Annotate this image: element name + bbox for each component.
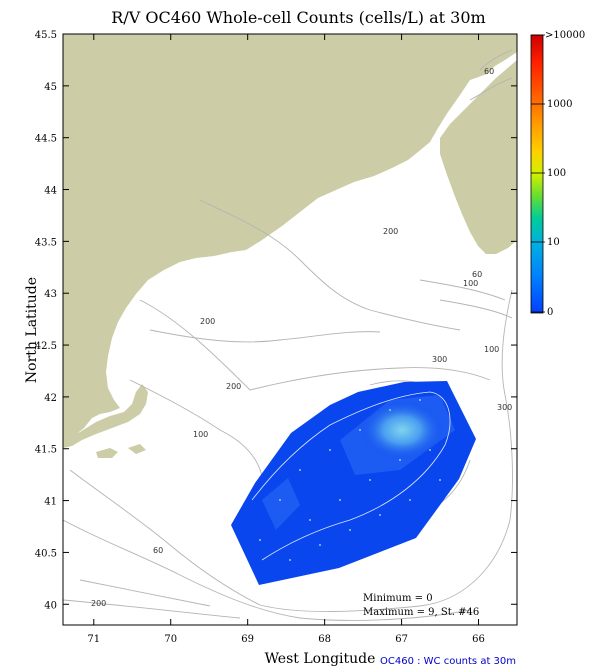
x-tick-label: 71 xyxy=(87,634,100,645)
colorbar-label: 1000 xyxy=(547,99,572,110)
depth-label: 200 xyxy=(383,227,398,236)
x-tick-label: 68 xyxy=(318,634,331,645)
colorbar-label: 100 xyxy=(547,168,566,179)
colorbar-label: >10000 xyxy=(545,30,585,41)
x-tick-label: 69 xyxy=(241,634,254,645)
depth-label: 200 xyxy=(91,599,106,608)
land-islands xyxy=(96,444,146,458)
depth-label: 60 xyxy=(472,270,482,279)
x-axis-label: West Longitude xyxy=(264,651,376,667)
y-axis-label: North Latitude xyxy=(24,276,40,384)
colorbar-label: 0 xyxy=(547,307,553,318)
figure-caption: OC460 : WC counts at 30m xyxy=(380,656,517,667)
y-tick-label: 41.5 xyxy=(35,445,57,456)
survey-low-patch xyxy=(262,478,300,530)
depth-label: 60 xyxy=(484,67,494,76)
depth-label: 60 xyxy=(153,546,163,555)
y-tick-label: 42 xyxy=(44,393,57,404)
y-tick-label: 42.5 xyxy=(35,341,57,352)
depth-label: 300 xyxy=(432,355,447,364)
x-tick-label: 66 xyxy=(472,634,485,645)
depth-contours xyxy=(63,49,513,621)
y-tick-label: 41 xyxy=(44,497,57,508)
map-title: R/V OC460 Whole-cell Counts (cells/L) at… xyxy=(111,8,486,27)
y-axis-ticks: 45.5 45 44.5 44 43.5 43 42.5 42 41.5 41 40.5 40 xyxy=(35,30,517,611)
land-nova-scotia xyxy=(440,60,517,254)
minimum-stat: Minimum = 0 xyxy=(363,593,433,604)
y-tick-label: 44.5 xyxy=(35,134,57,145)
x-tick-label: 70 xyxy=(164,634,177,645)
depth-label: 200 xyxy=(226,382,241,391)
plot-frame xyxy=(62,33,518,626)
maximum-stat: Maximum = 9, St. #46 xyxy=(363,607,480,618)
y-tick-label: 43 xyxy=(44,289,57,300)
x-axis-ticks: 71 70 69 68 67 66 xyxy=(87,34,485,645)
depth-label: 100 xyxy=(484,345,499,354)
depth-label: 200 xyxy=(200,317,215,326)
bank-contour xyxy=(251,391,451,561)
depth-label: 100 xyxy=(463,279,478,288)
depth-label-group: 60 60 200 200 200 300 100 300 100 100 60… xyxy=(91,67,512,608)
survey-max-patch xyxy=(360,400,444,460)
depth-label: 100 xyxy=(193,430,208,439)
y-tick-label: 40 xyxy=(44,600,57,611)
station-markers xyxy=(259,399,441,561)
y-tick-label: 44 xyxy=(44,186,57,197)
land-mainland xyxy=(63,34,517,440)
land-cape-cod xyxy=(63,384,148,448)
y-tick-label: 45 xyxy=(44,82,57,93)
colorbar-label: 10 xyxy=(547,237,560,248)
y-tick-label: 43.5 xyxy=(35,237,57,248)
depth-label: 300 xyxy=(497,403,512,412)
colorbar: >10000 1000 100 10 0 xyxy=(530,30,585,318)
x-tick-label: 67 xyxy=(395,634,408,645)
y-tick-label: 40.5 xyxy=(35,548,57,559)
y-tick-label: 45.5 xyxy=(35,30,57,41)
